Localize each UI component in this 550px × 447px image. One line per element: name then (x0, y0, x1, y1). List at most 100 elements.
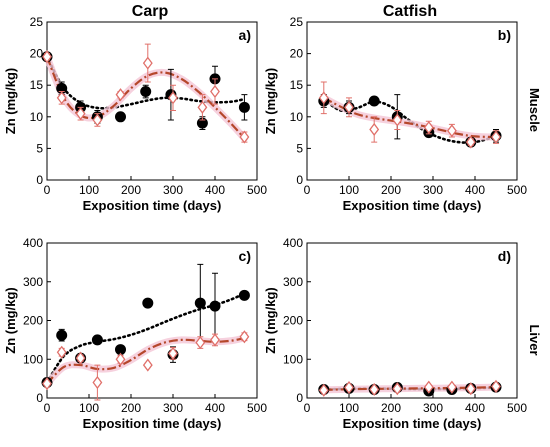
data-point-diamond (142, 358, 153, 372)
panel-b-catfish-muscle: 0 100 200 300 400 500 0 5 10 15 20 25 Exposition tim… (263, 15, 527, 213)
x-axis-label: Exposition time (days) (343, 198, 482, 213)
y-tick-label: 0 (296, 391, 303, 405)
data-point-diamond (465, 382, 476, 396)
y-tick-label: 400 (283, 236, 303, 250)
data-point-diamond (491, 130, 501, 144)
data-point-diamond (115, 88, 126, 102)
x-tick-label: 100 (79, 183, 99, 197)
y-axis-label: Zn (mg/kg) (263, 68, 278, 134)
row-label-muscle: Muscle (527, 88, 542, 132)
y-tick-label: 25 (290, 15, 304, 29)
x-tick-label: 500 (507, 401, 527, 415)
x-tick-label: 400 (205, 183, 225, 197)
y-tick-label: 100 (23, 352, 43, 366)
data-point-diamond (168, 91, 178, 105)
data-point-diamond (42, 377, 52, 391)
data-point-diamond (197, 100, 208, 114)
y-tick-label: 5 (296, 141, 303, 155)
x-tick-label: 0 (304, 183, 311, 197)
axes-frame (306, 242, 518, 399)
axes-frame (46, 21, 258, 181)
y-tick-label: 20 (290, 47, 304, 61)
x-axis-label: Exposition time (days) (343, 416, 482, 431)
data-point-diamond (318, 91, 329, 105)
data-point-diamond (142, 56, 153, 70)
data-point-diamond (210, 84, 220, 99)
axes-frame (306, 21, 518, 181)
x-tick-label: 200 (381, 401, 401, 415)
x-tick-label: 100 (339, 183, 359, 197)
data-point-circle (56, 329, 68, 341)
data-point-circle (91, 334, 103, 346)
data-point-diamond (92, 113, 103, 127)
data-point-diamond (56, 91, 67, 105)
y-tick-label: 20 (30, 47, 44, 61)
y-tick-label: 400 (23, 236, 43, 250)
axes-frame (46, 242, 258, 399)
panel-label: d) (498, 248, 511, 264)
data-point-diamond (491, 379, 501, 393)
y-tick-label: 10 (30, 110, 44, 124)
data-point-circle (209, 300, 221, 312)
x-tick-label: 200 (121, 401, 141, 415)
y-tick-label: 5 (36, 141, 43, 155)
data-point-diamond (344, 100, 354, 114)
data-point-diamond (465, 135, 476, 149)
data-point-diamond (92, 375, 103, 390)
data-point-circle (140, 86, 152, 98)
x-axis-label: Exposition time (days) (83, 198, 222, 213)
data-point-diamond (42, 50, 52, 64)
x-tick-label: 300 (423, 401, 443, 415)
y-tick-label: 300 (23, 275, 43, 289)
panel-a-carp-muscle: 0 100 200 300 400 500 0 5 10 15 20 25 Exposition tim… (3, 15, 267, 213)
x-tick-label: 100 (339, 401, 359, 415)
data-point-diamond (115, 352, 126, 366)
data-point-diamond (423, 120, 434, 135)
y-axis-label: Zn (mg/kg) (3, 68, 18, 134)
panel-label: b) (498, 27, 511, 43)
x-tick-label: 300 (163, 183, 183, 197)
data-point-diamond (446, 124, 457, 138)
data-point-diamond (239, 130, 250, 144)
y-tick-label: 15 (30, 78, 44, 92)
x-tick-label: 0 (44, 401, 51, 415)
data-point-diamond (318, 383, 329, 397)
x-axis-label: Exposition time (days) (83, 416, 222, 431)
data-point-diamond (344, 380, 354, 395)
data-point-diamond (75, 351, 86, 365)
fit-line-dashdot (323, 96, 497, 139)
x-tick-label: 100 (79, 401, 99, 415)
x-tick-label: 0 (44, 183, 51, 197)
data-point-circle (194, 297, 206, 309)
data-point-diamond (369, 122, 380, 137)
y-tick-label: 0 (36, 173, 43, 187)
y-tick-label: 15 (290, 78, 304, 92)
data-point-circle (238, 289, 250, 301)
x-tick-label: 200 (381, 183, 401, 197)
data-point-diamond (75, 107, 86, 121)
x-tick-label: 0 (304, 401, 311, 415)
y-tick-label: 100 (283, 352, 303, 366)
x-tick-label: 200 (121, 183, 141, 197)
y-axis-label: Zn (mg/kg) (3, 287, 18, 353)
panel-label: c) (239, 248, 251, 264)
x-tick-label: 400 (465, 183, 485, 197)
x-tick-label: 500 (507, 183, 527, 197)
y-tick-label: 200 (283, 314, 303, 328)
row-label-liver: Liver (527, 324, 542, 355)
column-title-catfish: Catfish (383, 3, 437, 20)
x-tick-label: 500 (247, 183, 267, 197)
x-tick-label: 500 (247, 401, 267, 415)
y-tick-label: 300 (283, 275, 303, 289)
x-tick-label: 400 (205, 401, 225, 415)
x-tick-label: 300 (163, 401, 183, 415)
data-point-diamond (423, 380, 434, 394)
data-point-diamond (239, 330, 250, 344)
panel-d-catfish-liver: 0 100 200 300 400 5000100200300400Exposition … (263, 236, 527, 431)
data-point-diamond (392, 113, 403, 127)
y-axis-label: Zn (mg/kg) (263, 287, 278, 353)
data-point-circle (142, 297, 154, 309)
data-point-circle (115, 111, 126, 123)
y-tick-label: 200 (23, 314, 43, 328)
panel-c-carp-liver: 0 100 200 300 400 5000100200300400Exposition … (3, 236, 267, 431)
